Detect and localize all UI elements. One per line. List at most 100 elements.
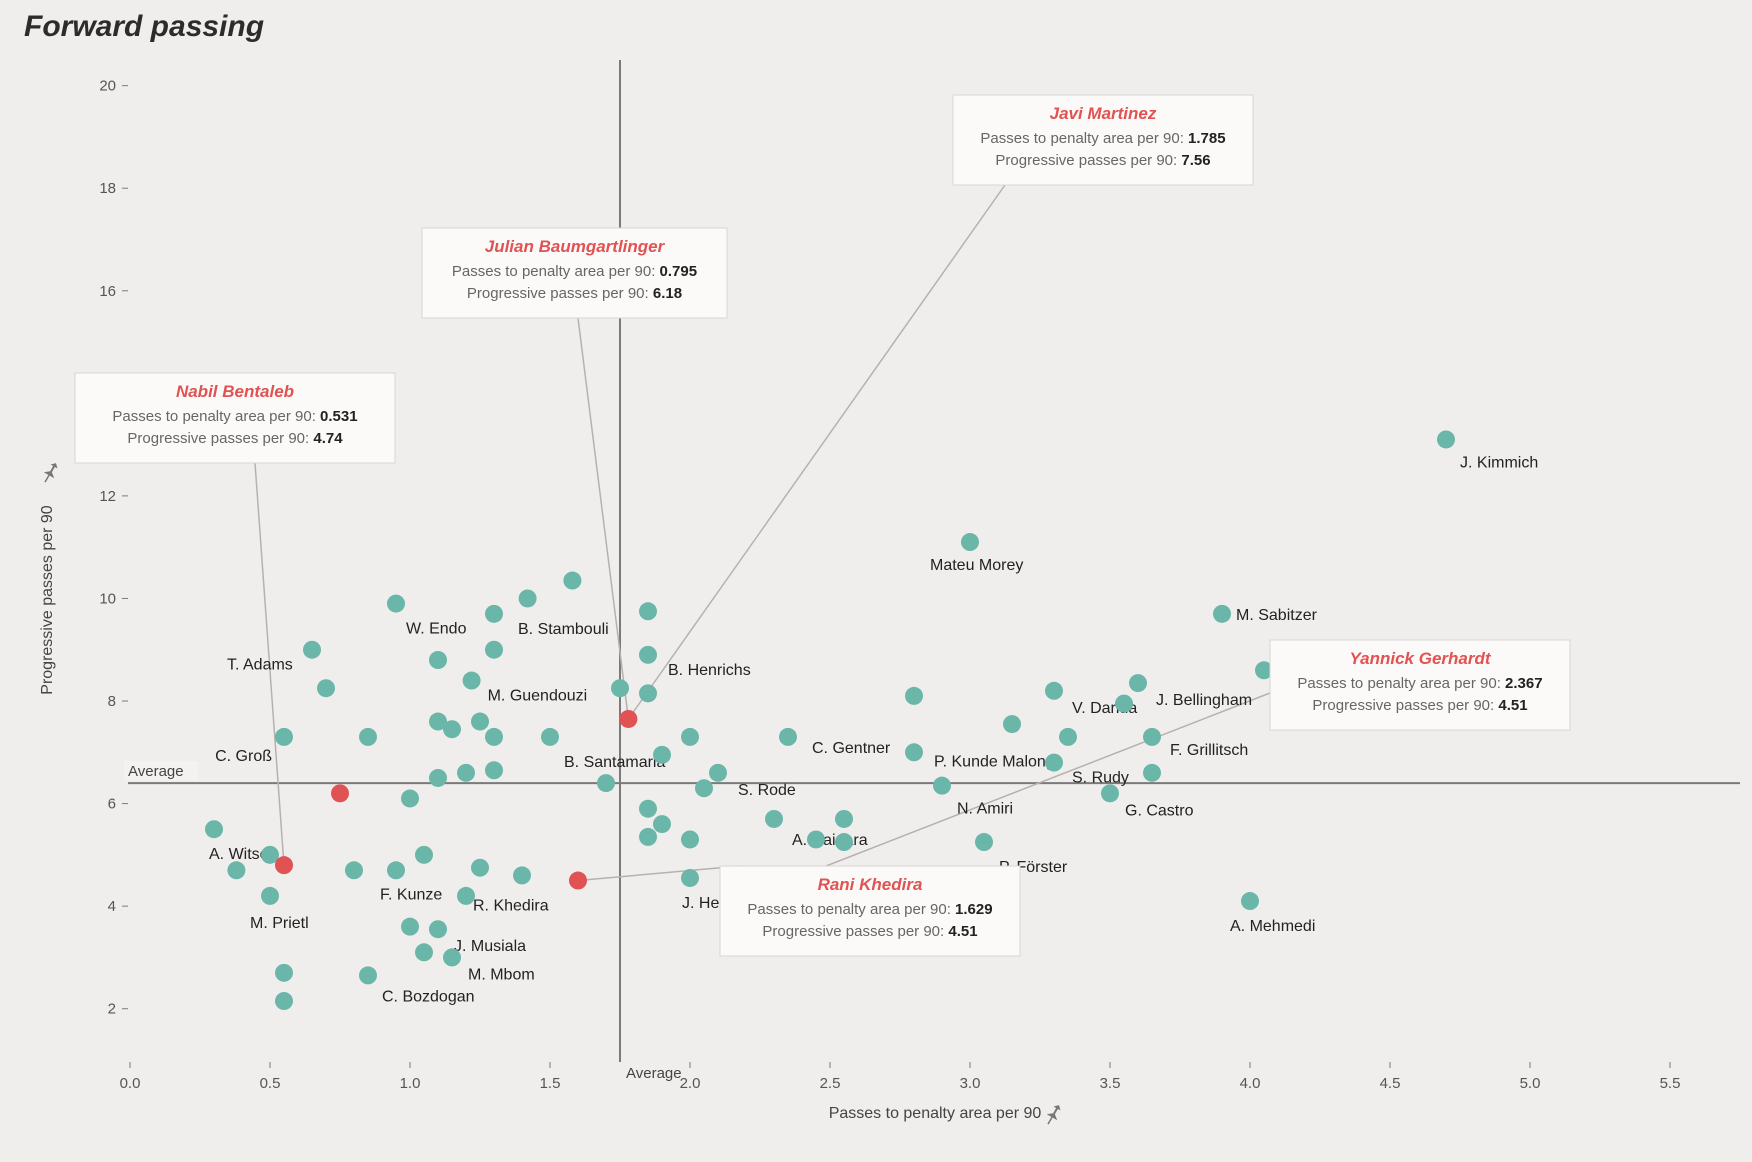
data-point — [961, 533, 979, 551]
data-point — [975, 833, 993, 851]
svg-text:8: 8 — [108, 693, 116, 710]
data-point — [387, 861, 405, 879]
data-point — [1045, 682, 1063, 700]
svg-text:1.5: 1.5 — [540, 1075, 561, 1092]
y-average-label: Average — [128, 763, 184, 780]
point-label: S. Rudy — [1072, 770, 1129, 787]
svg-text:4.0: 4.0 — [1240, 1075, 1261, 1092]
point-label: W. Endo — [406, 621, 467, 638]
data-point — [457, 764, 475, 782]
data-point — [415, 846, 433, 864]
data-point — [639, 828, 657, 846]
point-label: J. Kimmich — [1460, 454, 1538, 471]
point-label: C. Bozdogan — [382, 988, 475, 1005]
data-point — [639, 646, 657, 664]
data-point — [611, 679, 629, 697]
data-point — [541, 728, 559, 746]
point-label: B. Henrichs — [668, 662, 751, 679]
data-point — [639, 602, 657, 620]
svg-text:2: 2 — [108, 1001, 116, 1018]
data-point — [639, 800, 657, 818]
data-point — [933, 777, 951, 795]
data-point — [681, 830, 699, 848]
data-point — [275, 856, 293, 874]
data-point — [331, 784, 349, 802]
data-point — [429, 651, 447, 669]
x-axis-label: Passes to penalty area per 90 — [829, 1105, 1042, 1122]
pin-icon — [1043, 1102, 1064, 1127]
point-label: J. Bellingham — [1156, 692, 1252, 709]
data-point — [807, 830, 825, 848]
point-label: M. Mbom — [468, 966, 535, 983]
svg-text:6: 6 — [108, 796, 116, 813]
callout-stat: Passes to penalty area per 90: 2.367 — [1297, 675, 1542, 692]
svg-text:3.0: 3.0 — [960, 1075, 981, 1092]
callout-stat: Passes to penalty area per 90: 0.795 — [452, 263, 697, 280]
callout-leader — [578, 866, 740, 881]
data-point — [485, 728, 503, 746]
point-label: C. Gentner — [812, 740, 891, 757]
data-point — [457, 887, 475, 905]
callout: Rani KhediraPasses to penalty area per 9… — [720, 866, 1020, 956]
svg-text:4: 4 — [108, 898, 116, 915]
point-label: S. Rode — [738, 782, 796, 799]
data-point — [765, 810, 783, 828]
callout-leader — [802, 693, 1270, 875]
data-point — [1213, 605, 1231, 623]
point-label: A. Haidara — [792, 832, 868, 849]
data-point — [429, 920, 447, 938]
data-point — [205, 820, 223, 838]
svg-text:1.0: 1.0 — [400, 1075, 421, 1092]
data-point — [275, 992, 293, 1010]
point-label: B. Stambouli — [518, 621, 609, 638]
point-label: F. Grillitsch — [1170, 742, 1248, 759]
data-point — [485, 605, 503, 623]
data-point — [597, 774, 615, 792]
data-point — [227, 861, 245, 879]
svg-text:16: 16 — [99, 283, 116, 300]
callout-title: Rani Khedira — [818, 875, 923, 894]
x-average-label: Average — [626, 1065, 682, 1082]
scatter-chart: 0.00.51.01.52.02.53.03.54.04.55.05.52468… — [0, 0, 1752, 1162]
callout: Nabil Bentaleb Passes to penalty area per… — [75, 373, 395, 463]
data-point — [359, 728, 377, 746]
data-point — [835, 833, 853, 851]
svg-text:3.5: 3.5 — [1100, 1075, 1121, 1092]
data-point — [471, 713, 489, 731]
callout-title: Julian Baumgartlinger — [485, 237, 666, 256]
data-point — [1143, 728, 1161, 746]
data-point — [1101, 784, 1119, 802]
callout-stat: Passes to penalty area per 90: 0.531 — [112, 408, 357, 425]
pin-icon — [40, 460, 61, 485]
point-label: B. Santamaria — [564, 754, 665, 771]
callout-title: Nabil Bentaleb — [176, 382, 294, 401]
point-label: M. Guendouzi — [488, 688, 588, 705]
svg-text:0.0: 0.0 — [120, 1075, 141, 1092]
point-label: N. Amiri — [957, 801, 1013, 818]
data-point — [345, 861, 363, 879]
data-point — [443, 948, 461, 966]
point-label: Mateu Morey — [930, 557, 1023, 574]
point-label: M. Prietl — [250, 915, 309, 932]
svg-text:10: 10 — [99, 590, 116, 607]
svg-text:4.5: 4.5 — [1380, 1075, 1401, 1092]
data-point — [275, 964, 293, 982]
point-label: A. Mehmedi — [1230, 918, 1315, 935]
data-point — [485, 761, 503, 779]
svg-text:12: 12 — [99, 488, 116, 505]
callout-title: Javi Martinez — [1050, 104, 1157, 123]
svg-text:0.5: 0.5 — [260, 1075, 281, 1092]
data-point — [681, 728, 699, 746]
data-point — [681, 869, 699, 887]
data-point — [619, 710, 637, 728]
data-point — [1003, 715, 1021, 733]
svg-text:5.0: 5.0 — [1520, 1075, 1541, 1092]
svg-text:2.0: 2.0 — [680, 1075, 701, 1092]
data-point — [401, 789, 419, 807]
point-label: R. Khedira — [473, 898, 549, 915]
data-point — [1059, 728, 1077, 746]
data-point — [359, 966, 377, 984]
svg-text:5.5: 5.5 — [1660, 1075, 1681, 1092]
callout: Julian Baumgartlinger Passes to penalty a… — [422, 228, 727, 318]
point-label: G. Castro — [1125, 802, 1194, 819]
